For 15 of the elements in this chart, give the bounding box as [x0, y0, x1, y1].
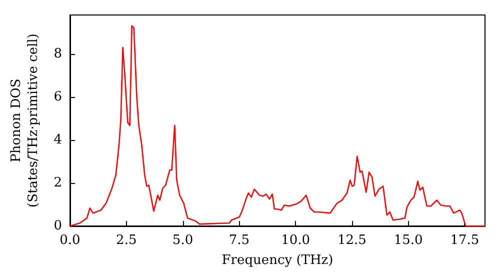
y-tick-label: 0	[54, 218, 62, 234]
x-tick-label: 0.0	[60, 233, 80, 248]
x-tick-label: 5.0	[172, 233, 194, 248]
x-tick-label: 7.5	[228, 233, 250, 248]
x-tick-label: 15.0	[394, 233, 423, 248]
x-tick-label: 2.5	[116, 233, 137, 248]
y-axis-title: Phonon DOS (States/THz·primitive cell)	[9, 33, 41, 208]
x-axis-title: Frequency (THz)	[222, 252, 334, 268]
x-tick-label: 10.0	[281, 233, 310, 248]
y-tick-label: 4	[54, 132, 62, 148]
x-tick-label: 12.5	[337, 233, 366, 248]
y-tick-label: 2	[54, 175, 62, 190]
y-tick-label: 8	[54, 46, 62, 62]
y-tick-label: 6	[54, 89, 62, 104]
x-tick-label: 17.5	[450, 233, 480, 248]
